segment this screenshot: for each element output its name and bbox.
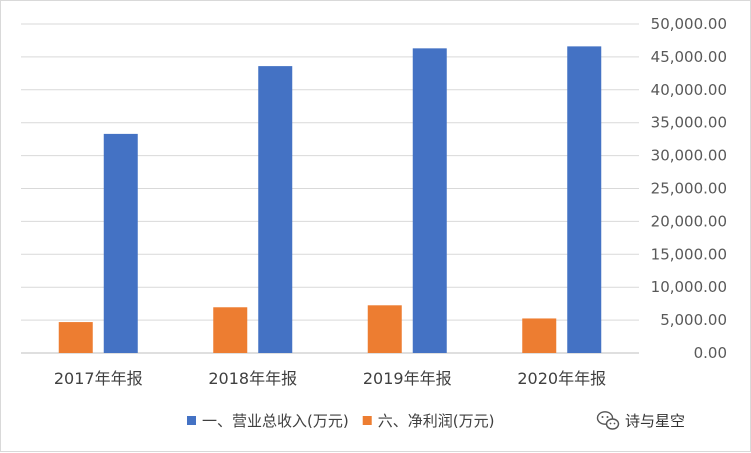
watermark-text: 诗与星空 [625,412,685,430]
bar [367,305,402,353]
x-category-label: 2020年年报 [517,369,606,388]
y-tick-label: 25,000.00 [651,180,727,198]
y-axis-tick-labels: 0.00 5,000.00 10,000.00 15,000.00 20,000.00 2… [651,15,727,362]
y-tick-label: 35,000.00 [651,114,727,132]
y-tick-label: 5,000.00 [660,311,727,329]
y-tick-label: 15,000.00 [651,245,727,263]
legend-swatch [187,416,196,425]
x-axis-category-labels: 2017年年报 2018年年报 2019年年报 2020年年报 [54,369,606,388]
bar [213,307,248,353]
bar [58,322,93,353]
y-tick-label: 20,000.00 [651,212,727,230]
bar [412,48,447,353]
legend-label: 一、营业总收入(万元) [202,412,349,430]
y-tick-label: 0.00 [694,344,727,362]
x-category-label: 2017年年报 [54,369,143,388]
legend: 一、营业总收入(万元) 六、净利润(万元) [187,412,494,430]
x-category-label: 2019年年报 [363,369,452,388]
x-category-label: 2018年年报 [208,369,297,388]
legend-swatch [362,416,372,425]
y-tick-label: 50,000.00 [651,15,727,33]
y-tick-label: 45,000.00 [651,48,727,66]
legend-label: 六、净利润(万元) [378,412,495,430]
bar [522,318,557,353]
y-tick-label: 10,000.00 [651,278,727,296]
watermark: 诗与星空 [596,411,685,430]
wechat-icon [596,411,620,430]
y-tick-label: 40,000.00 [651,81,727,99]
bar [258,66,293,353]
y-tick-label: 30,000.00 [651,147,727,165]
bar [567,46,602,353]
bar [103,133,138,353]
bars [58,46,602,353]
